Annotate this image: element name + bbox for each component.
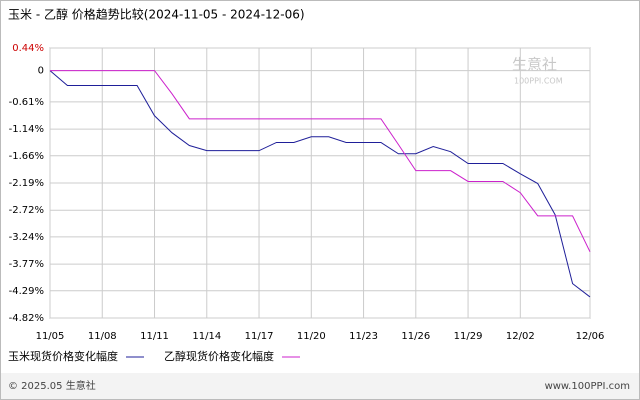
footer-right: www.100PPI.com — [545, 381, 630, 392]
y-tick-label: -3.77% — [9, 259, 44, 270]
x-tick-label: 12/02 — [506, 331, 535, 342]
y-tick-label: -2.19% — [9, 178, 44, 189]
x-tick-label: 11/29 — [454, 331, 483, 342]
y-tick-label: -0.61% — [9, 97, 44, 108]
y-tick-label: -2.72% — [9, 205, 44, 216]
watermark-sub: 100PPI.COM — [514, 77, 563, 86]
footer-left: © 2025.05 生意社 — [8, 379, 96, 392]
y-tick-label: -3.24% — [9, 232, 44, 243]
x-tick-label: 11/20 — [297, 331, 326, 342]
legend-label: 乙醇现货价格变化幅度 — [164, 349, 274, 363]
x-tick-label: 11/26 — [401, 331, 430, 342]
x-tick-label: 11/05 — [36, 331, 65, 342]
y-tick-label: 0 — [38, 66, 44, 77]
y-tick-label: -4.82% — [9, 313, 44, 324]
footer-bar — [1, 373, 639, 399]
series-line — [49, 70, 591, 298]
legend-label: 玉米现货价格变化幅度 — [8, 349, 118, 363]
y-tick-label: -1.14% — [9, 124, 44, 135]
x-tick-label: 11/11 — [140, 331, 169, 342]
x-tick-label: 11/17 — [245, 331, 274, 342]
x-tick-label: 11/23 — [349, 331, 378, 342]
y-tick-label: -4.29% — [9, 286, 44, 297]
y-tick-label: -1.66% — [9, 151, 44, 162]
y-tick-label: 0.44% — [12, 43, 44, 54]
series-line — [50, 70, 591, 253]
watermark: 生意社 — [512, 56, 557, 74]
x-tick-label: 11/08 — [88, 331, 117, 342]
x-tick-label: 12/06 — [576, 331, 605, 342]
chart-title: 玉米 - 乙醇 价格趋势比较(2024-11-05 - 2024-12-06) — [8, 7, 305, 22]
x-tick-label: 11/14 — [192, 331, 221, 342]
